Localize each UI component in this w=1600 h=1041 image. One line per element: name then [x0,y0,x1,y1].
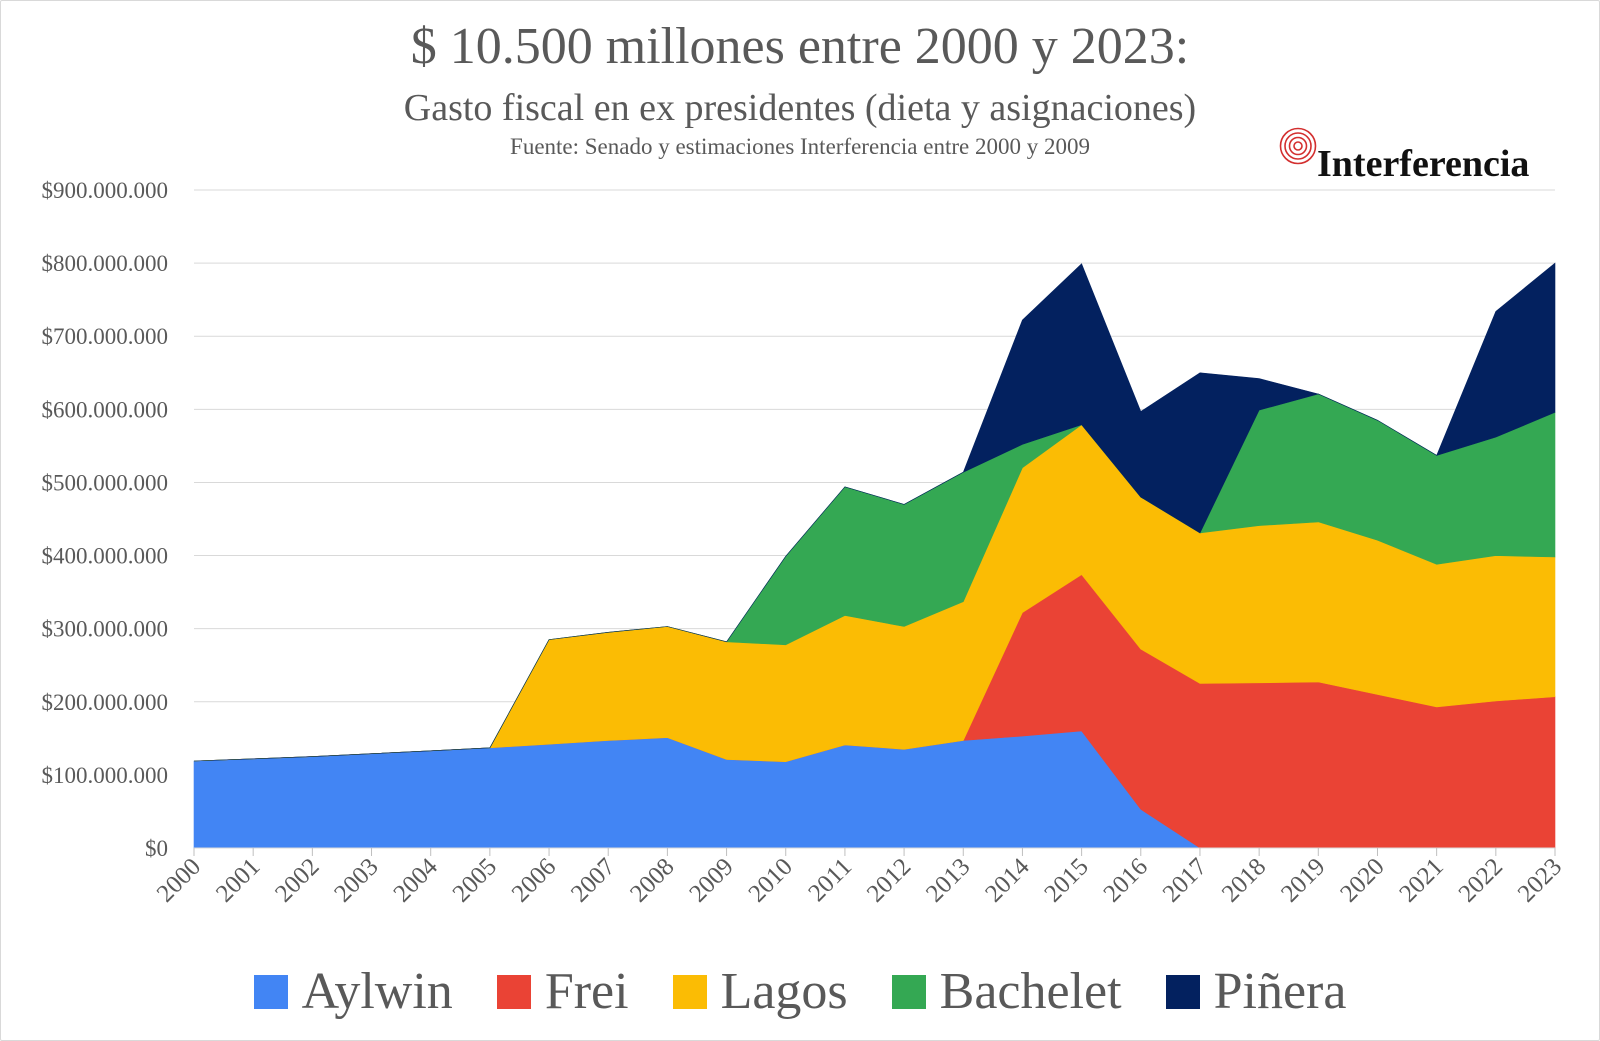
y-tick-label: $300.000.000 [42,617,169,642]
x-tick-label: 2022 [1454,853,1508,907]
legend-item-piñera: Piñera [1165,962,1347,1022]
legend-label: Piñera [1213,963,1347,1020]
x-tick-label: 2000 [152,853,206,907]
legend-item-frei: Frei [496,962,629,1022]
x-tick-label: 2002 [270,853,324,907]
x-tick-label: 2003 [329,853,383,907]
legend-label: Lagos [720,963,848,1020]
legend-label: Frei [544,963,629,1020]
chart-title: $ 10.500 millones entre 2000 y 2023: [410,18,1190,75]
chart-source: Fuente: Senado y estimaciones Interferen… [510,134,1090,159]
legend-item-aylwin: Aylwin [253,962,453,1022]
logo-text: Interferencia [1317,143,1530,185]
x-tick-label: 2018 [1217,853,1271,907]
x-tick-label: 2004 [388,853,443,908]
y-tick-label: $400.000.000 [42,544,169,569]
x-tick-label: 2015 [1039,853,1093,907]
x-tick-label: 2010 [744,853,798,907]
y-tick-label: $700.000.000 [42,324,169,349]
y-tick-label: $600.000.000 [42,397,169,422]
legend-swatch [891,975,926,1009]
chart-subtitle: Gasto fiscal en ex presidentes (dieta y … [403,87,1197,129]
legend-swatch [253,975,288,1009]
y-tick-label: $0 [145,836,168,861]
legend-swatch [496,975,531,1009]
legend-item-bachelet: Bachelet [891,962,1122,1022]
legend: Aylwin Frei Lagos Bachelet Piñera [0,962,1600,1022]
x-tick-label: 2011 [803,853,857,907]
x-tick-label: 2016 [1099,853,1153,907]
x-tick-label: 2008 [625,853,679,907]
y-tick-label: $100.000.000 [42,763,169,788]
x-tick-label: 2006 [507,853,561,907]
x-tick-label: 2020 [1335,853,1389,907]
x-tick-label: 2001 [211,853,265,907]
y-tick-label: $500.000.000 [42,470,169,495]
x-tick-label: 2013 [921,853,975,907]
interferencia-logo: Interferencia [1279,126,1548,188]
x-tick-label: 2017 [1158,853,1212,907]
x-tick-label: 2019 [1276,853,1330,907]
x-tick-label: 2021 [1394,853,1448,907]
legend-swatch [1165,975,1200,1009]
x-axis: 2000 2001 2002 2003 2004 2005 2006 2007 2008 2009… [152,847,1567,908]
x-tick-label: 2009 [684,853,738,907]
x-tick-label: 2005 [448,853,502,907]
y-axis: $0 $100.000.000 $200.000.000 $300.000.000 $4… [42,178,169,861]
area-piñera [193,262,1556,762]
logo-rings-icon [1279,127,1317,165]
x-tick-label: 2007 [566,853,620,907]
x-tick-label: 2012 [862,853,916,907]
x-tick-label: 2014 [980,853,1035,908]
y-tick-label: $800.000.000 [42,251,169,276]
legend-label: Bachelet [939,963,1122,1020]
y-tick-label: $200.000.000 [42,690,169,715]
y-tick-label: $900.000.000 [42,178,169,203]
x-tick-label: 2023 [1513,853,1567,907]
legend-swatch [672,975,707,1009]
legend-label: Aylwin [301,963,453,1020]
legend-item-lagos: Lagos [672,962,848,1022]
